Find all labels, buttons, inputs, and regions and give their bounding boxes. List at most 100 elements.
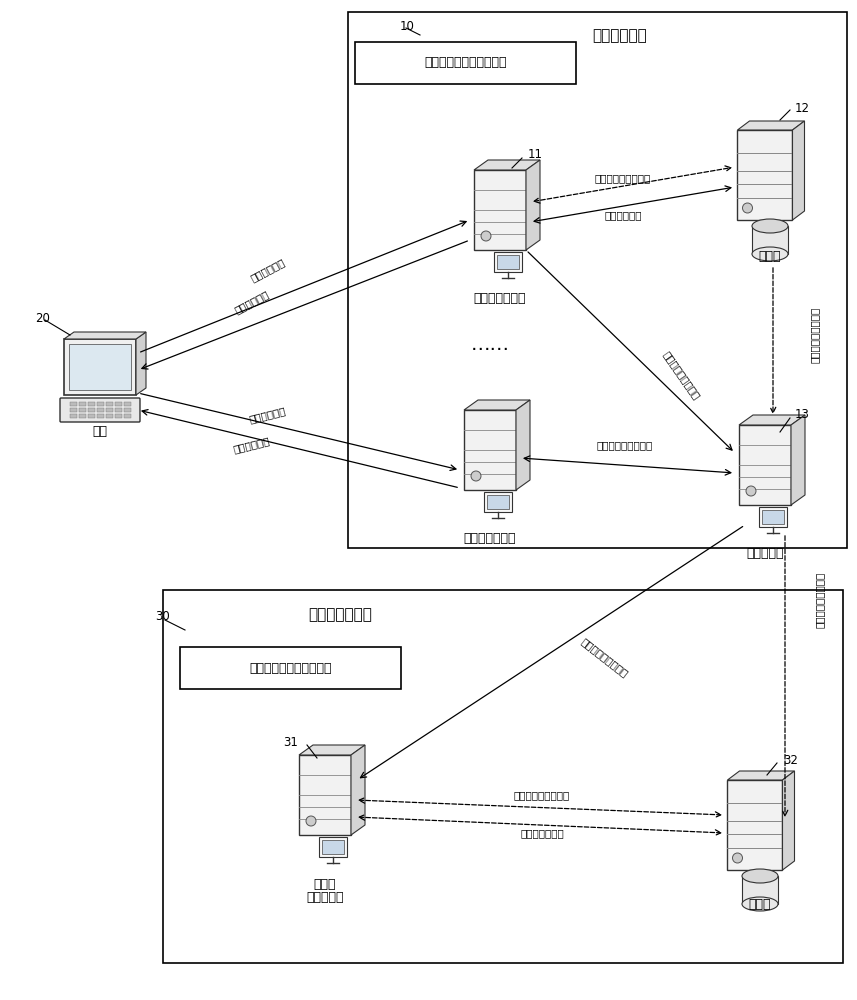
FancyBboxPatch shape — [355, 42, 576, 84]
FancyBboxPatch shape — [759, 507, 787, 527]
Text: 动漫用户的行为数据: 动漫用户的行为数据 — [595, 173, 651, 183]
Text: 动漫业务数据: 动漫业务数据 — [233, 289, 271, 315]
Text: 20: 20 — [35, 312, 50, 324]
Text: 动漫业务服务器: 动漫业务服务器 — [474, 292, 526, 305]
FancyBboxPatch shape — [60, 398, 140, 422]
FancyBboxPatch shape — [322, 840, 344, 854]
Text: 动漫用户的行为数据: 动漫用户的行为数据 — [579, 637, 630, 679]
Text: 动漫用户的行为数据: 动漫用户的行为数据 — [815, 572, 825, 628]
FancyBboxPatch shape — [464, 410, 516, 490]
FancyBboxPatch shape — [124, 402, 131, 406]
FancyBboxPatch shape — [180, 647, 401, 689]
Polygon shape — [64, 332, 146, 339]
FancyBboxPatch shape — [79, 408, 86, 412]
Circle shape — [306, 816, 316, 826]
Polygon shape — [793, 121, 805, 220]
Text: 动漫业务平台: 动漫业务平台 — [593, 28, 647, 43]
FancyBboxPatch shape — [106, 408, 113, 412]
Circle shape — [481, 231, 491, 241]
Text: 泛娱乐业务数据: 泛娱乐业务数据 — [520, 828, 564, 838]
FancyBboxPatch shape — [79, 414, 86, 418]
Circle shape — [471, 471, 481, 481]
FancyBboxPatch shape — [487, 495, 509, 509]
Polygon shape — [739, 415, 805, 425]
Text: 泛娱乐业务平台: 泛娱乐业务平台 — [308, 607, 372, 622]
Polygon shape — [351, 745, 365, 835]
Text: 动漫业务请求: 动漫业务请求 — [249, 406, 287, 424]
Text: 数据库: 数据库 — [758, 250, 782, 263]
FancyBboxPatch shape — [115, 402, 122, 406]
Polygon shape — [474, 160, 540, 170]
Polygon shape — [526, 160, 540, 250]
FancyBboxPatch shape — [69, 344, 131, 390]
FancyBboxPatch shape — [70, 408, 77, 412]
FancyBboxPatch shape — [742, 876, 778, 904]
Polygon shape — [516, 400, 530, 490]
Text: 动漫用户的行为数据: 动漫用户的行为数据 — [810, 307, 820, 363]
Text: ……: …… — [470, 336, 510, 355]
FancyBboxPatch shape — [762, 510, 784, 524]
Text: 动漫业务数据: 动漫业务数据 — [604, 210, 642, 220]
Polygon shape — [728, 771, 794, 780]
Text: 11: 11 — [528, 148, 543, 161]
Text: 动漫用户的行为数据: 动漫用户的行为数据 — [596, 440, 653, 450]
FancyBboxPatch shape — [106, 414, 113, 418]
FancyBboxPatch shape — [739, 425, 791, 505]
Circle shape — [733, 853, 742, 863]
FancyBboxPatch shape — [474, 170, 526, 250]
FancyBboxPatch shape — [319, 837, 347, 857]
FancyBboxPatch shape — [497, 255, 519, 269]
Polygon shape — [136, 332, 146, 395]
Text: 泛娱乐: 泛娱乐 — [314, 878, 336, 891]
Polygon shape — [791, 415, 805, 505]
FancyBboxPatch shape — [484, 492, 512, 512]
Text: 记录动漫用户的行为数据: 记录动漫用户的行为数据 — [249, 662, 333, 674]
FancyBboxPatch shape — [124, 414, 131, 418]
FancyBboxPatch shape — [97, 408, 104, 412]
FancyBboxPatch shape — [79, 402, 86, 406]
FancyBboxPatch shape — [88, 402, 95, 406]
Text: 10: 10 — [400, 20, 415, 33]
FancyBboxPatch shape — [163, 590, 843, 963]
FancyBboxPatch shape — [106, 402, 113, 406]
FancyBboxPatch shape — [115, 408, 122, 412]
Text: 数据库: 数据库 — [749, 898, 771, 911]
FancyBboxPatch shape — [88, 408, 95, 412]
Text: 动漫用户的行为数据: 动漫用户的行为数据 — [514, 790, 570, 800]
FancyBboxPatch shape — [348, 12, 847, 548]
Ellipse shape — [752, 247, 788, 261]
FancyBboxPatch shape — [70, 402, 77, 406]
Polygon shape — [464, 400, 530, 410]
FancyBboxPatch shape — [299, 755, 351, 835]
Text: 12: 12 — [795, 102, 810, 114]
Ellipse shape — [752, 219, 788, 233]
FancyBboxPatch shape — [124, 408, 131, 412]
Text: 终端: 终端 — [93, 425, 107, 438]
FancyBboxPatch shape — [494, 252, 522, 272]
FancyBboxPatch shape — [728, 780, 782, 870]
Ellipse shape — [742, 897, 778, 911]
FancyBboxPatch shape — [738, 130, 793, 220]
FancyBboxPatch shape — [752, 226, 788, 254]
Ellipse shape — [742, 869, 778, 883]
FancyBboxPatch shape — [64, 339, 136, 395]
Text: 30: 30 — [155, 610, 170, 624]
Circle shape — [746, 486, 756, 496]
Text: 动漫业务服务器: 动漫业务服务器 — [464, 532, 516, 545]
Text: 记录动漫用户的行为数据: 记录动漫用户的行为数据 — [425, 56, 507, 70]
Text: 动漫用户的行为数据: 动漫用户的行为数据 — [661, 349, 701, 401]
Text: 业务服务器: 业务服务器 — [306, 891, 344, 904]
Text: 32: 32 — [783, 754, 798, 766]
Polygon shape — [299, 745, 365, 755]
FancyBboxPatch shape — [88, 414, 95, 418]
FancyBboxPatch shape — [115, 414, 122, 418]
Text: 31: 31 — [283, 736, 298, 748]
Text: 13: 13 — [795, 408, 810, 422]
Polygon shape — [738, 121, 805, 130]
Polygon shape — [782, 771, 794, 870]
Text: 分析服务器: 分析服务器 — [746, 547, 784, 560]
Circle shape — [742, 203, 752, 213]
FancyBboxPatch shape — [97, 414, 104, 418]
FancyBboxPatch shape — [97, 402, 104, 406]
FancyBboxPatch shape — [70, 414, 77, 418]
